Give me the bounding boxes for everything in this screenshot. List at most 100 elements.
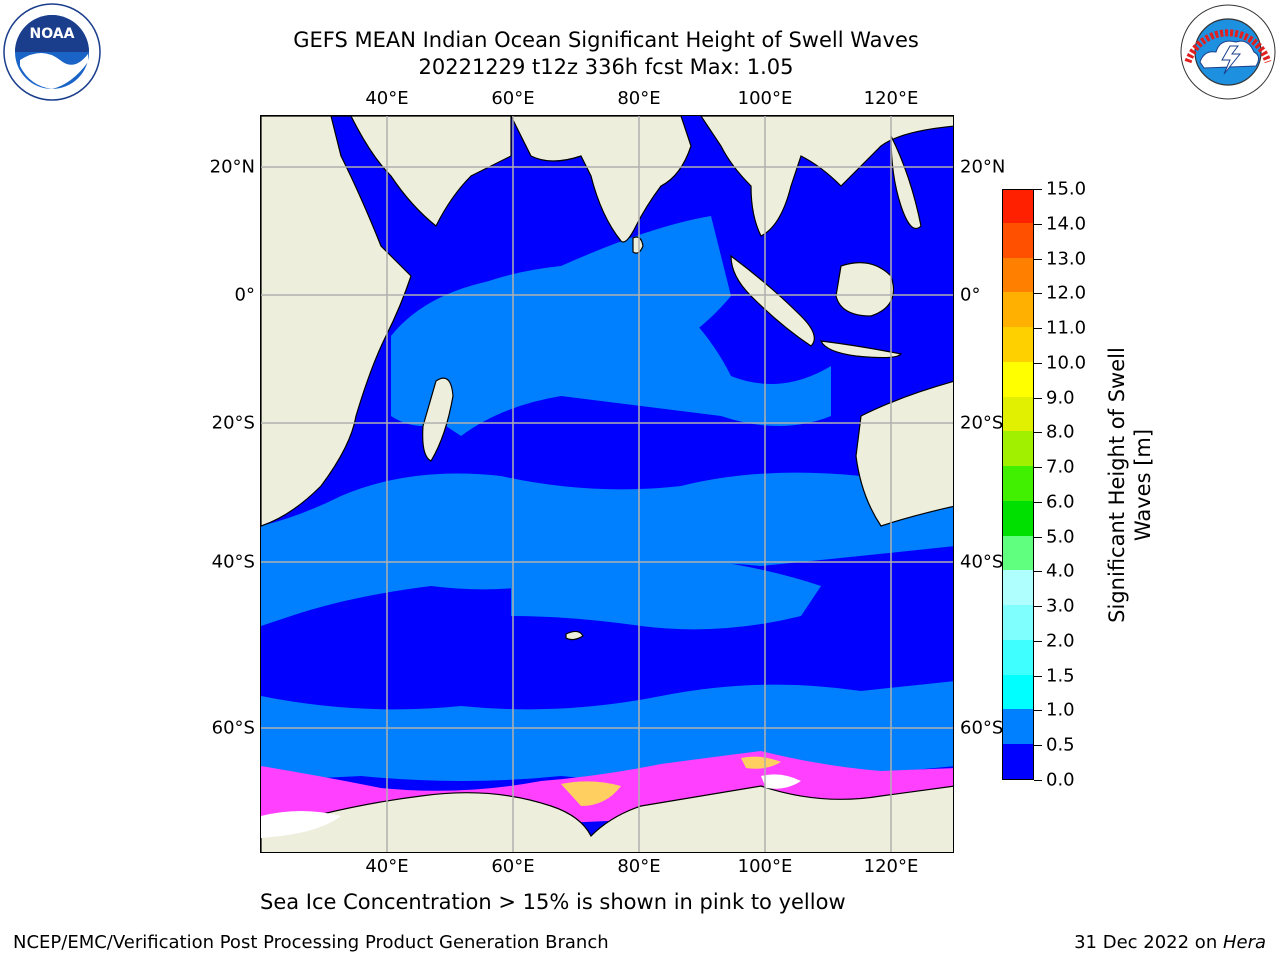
colorbar-segment (1003, 465, 1033, 501)
lon-tick-top-4: 100°E (737, 88, 793, 109)
colorbar-tick (1034, 571, 1042, 573)
colorbar-segment (1003, 190, 1033, 223)
colorbar-tick-label: 3.0 (1046, 595, 1075, 617)
colorbar-tick-label: 6.0 (1046, 491, 1075, 513)
noaa-logo: NOAA (2, 2, 102, 102)
map-svg (261, 116, 953, 852)
lon-tick-bottom-1: 40°E (365, 856, 409, 877)
lon-tick-top-1: 40°E (365, 88, 409, 109)
colorbar-tick-label: 15.0 (1046, 178, 1087, 200)
colorbar-tick-label: 12.0 (1046, 282, 1087, 304)
lon-tick-top-3: 80°E (617, 88, 661, 109)
colorbar-tick-label: 10.0 (1046, 352, 1087, 374)
colorbar-segment (1003, 257, 1033, 293)
lon-tick-bottom-5: 120°E (863, 856, 919, 877)
colorbar-segment (1003, 709, 1033, 745)
land-madagascar (422, 377, 454, 462)
colorbar-segment (1003, 639, 1033, 675)
colorbar (1002, 189, 1034, 780)
colorbar-tick-label: 13.0 (1046, 248, 1087, 270)
land-australia (855, 380, 953, 527)
footer-date: 31 Dec 2022 on Hera (1074, 932, 1266, 953)
lon-tick-bottom-4: 100°E (737, 856, 793, 877)
lat-tick-right-4: 40°S (960, 551, 1004, 573)
colorbar-tick (1034, 780, 1042, 781)
lat-tick-left-3: 20°S (211, 412, 255, 434)
land-kerguelen (565, 630, 584, 641)
colorbar-segment (1003, 674, 1033, 710)
footer-branch: NCEP/EMC/Verification Post Processing Pr… (13, 932, 609, 953)
sea-ice-note: Sea Ice Concentration > 15% is shown in … (260, 890, 846, 914)
colorbar-tick-label: 11.0 (1046, 317, 1087, 339)
colorbar-segment (1003, 326, 1033, 362)
colorbar-tick (1034, 710, 1042, 712)
lat-tick-right-2: 0° (960, 284, 981, 306)
land-masses (261, 116, 953, 852)
colorbar-tick-label: 9.0 (1046, 387, 1075, 409)
colorbar-segment (1003, 396, 1033, 432)
colorbar-segment (1003, 222, 1033, 258)
colorbar-tick (1034, 397, 1042, 399)
colorbar-tick-label: 7.0 (1046, 456, 1075, 478)
colorbar-segment (1003, 500, 1033, 536)
gridlines (261, 116, 953, 852)
colorbar-tick (1034, 640, 1042, 642)
swell-band-south-west (261, 472, 953, 626)
footer-host: Hera (1222, 932, 1266, 953)
colorbar-segment (1003, 604, 1033, 640)
colorbar-tick-label: 5.0 (1046, 526, 1075, 548)
lon-tick-top-5: 120°E (863, 88, 919, 109)
colorbar-segment (1003, 535, 1033, 571)
lat-tick-left-4: 40°S (211, 551, 255, 573)
lon-tick-bottom-2: 60°E (491, 856, 535, 877)
map-panel (260, 115, 954, 853)
land-antarctica (261, 785, 953, 852)
colorbar-segment (1003, 361, 1033, 397)
lat-tick-right-3: 20°S (960, 412, 1004, 434)
colorbar-tick-label: 1.5 (1046, 665, 1075, 687)
colorbar-tick (1034, 293, 1042, 295)
footer-date-text: 31 Dec 2022 on (1074, 932, 1223, 953)
land-se-asia (700, 116, 953, 237)
lon-tick-bottom-3: 80°E (617, 856, 661, 877)
colorbar-tick (1034, 745, 1042, 747)
colorbar-tick (1034, 432, 1042, 434)
chart-subtitle: 20221229 t12z 336h fcst Max: 1.05 (418, 55, 794, 79)
land-sumatra (730, 254, 815, 347)
colorbar-tick (1034, 501, 1042, 503)
colorbar-tick (1034, 328, 1042, 330)
colorbar-tick-label: 2.0 (1046, 630, 1075, 652)
lat-tick-left-2: 0° (234, 284, 255, 306)
colorbar-tick-label: 4.0 (1046, 560, 1075, 582)
swell-band-tropical (391, 271, 831, 436)
nws-logo (1178, 2, 1278, 102)
svg-text:NOAA: NOAA (30, 26, 75, 42)
colorbar-tick-label: 0.5 (1046, 734, 1075, 756)
land-borneo (835, 262, 895, 317)
colorbar-segment (1003, 291, 1033, 328)
lon-tick-top-2: 60°E (491, 88, 535, 109)
sea-ice-yellow (561, 756, 781, 806)
colorbar-tick-label: 8.0 (1046, 421, 1075, 443)
colorbar-tick (1034, 606, 1042, 608)
colorbar-segment (1003, 569, 1033, 606)
colorbar-tick-label: 1.0 (1046, 699, 1075, 721)
lat-tick-left-1: 20°N (209, 156, 255, 178)
colorbar-tick (1034, 536, 1042, 538)
colorbar-segment (1003, 430, 1033, 467)
colorbar-tick-label: 14.0 (1046, 213, 1087, 235)
colorbar-tick (1034, 362, 1042, 364)
chart-title: GEFS MEAN Indian Ocean Significant Heigh… (293, 28, 919, 52)
lat-tick-right-1: 20°N (960, 156, 1006, 178)
colorbar-tick-label: 0.0 (1046, 769, 1075, 791)
colorbar-tick (1034, 675, 1042, 677)
colorbar-tick (1034, 223, 1042, 225)
lat-tick-right-5: 60°S (960, 717, 1004, 739)
colorbar-label: Significant Height of Swell Waves [m] (1105, 347, 1155, 623)
colorbar-segment (1003, 743, 1033, 779)
land-sri-lanka (632, 236, 644, 254)
land-java (820, 340, 903, 359)
swell-band-south-mid (511, 556, 821, 630)
colorbar-tick (1034, 189, 1042, 190)
land-india (510, 116, 692, 243)
